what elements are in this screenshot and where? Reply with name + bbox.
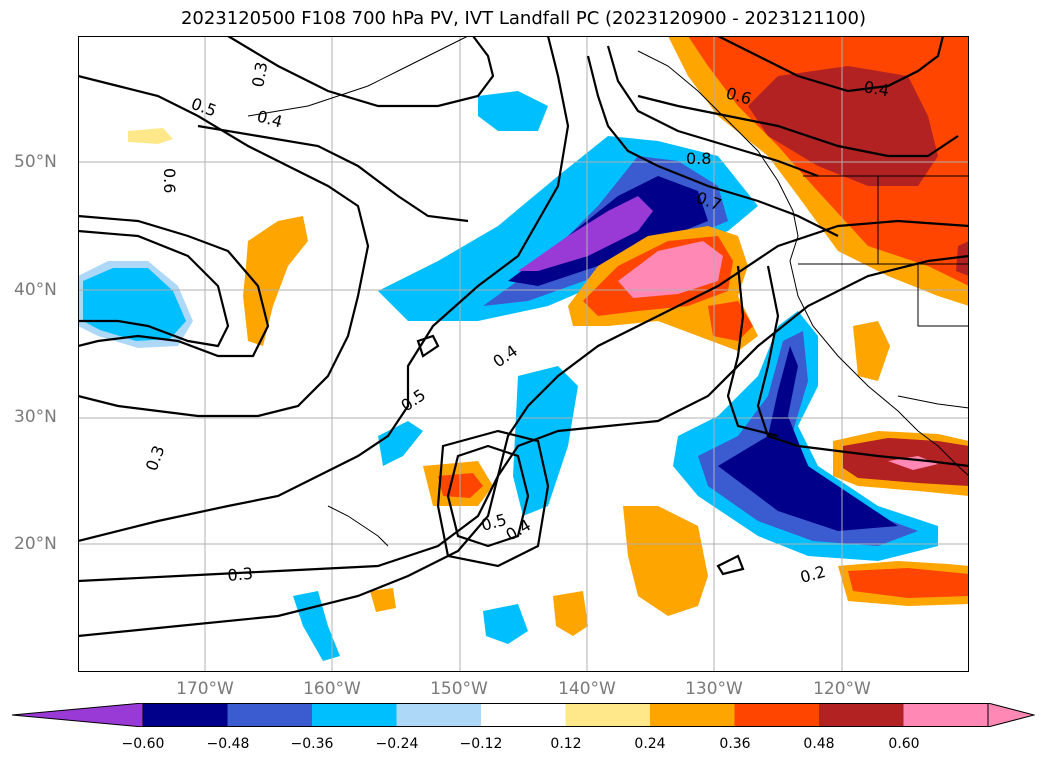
- ivt-contour: [717, 36, 945, 93]
- lat-label-40n: 40°N: [14, 280, 57, 300]
- contour-label: 0.8: [686, 149, 711, 168]
- colorbar-outline: [142, 703, 989, 727]
- pv-negative-region: [83, 268, 186, 341]
- ivt-contour: [78, 214, 270, 358]
- ivt-contour: [227, 36, 495, 108]
- ivt-contour: [716, 554, 745, 576]
- colorbar-segment: [312, 703, 397, 727]
- lon-label-150w: 150°W: [430, 679, 488, 699]
- colorbar-segment: [734, 703, 820, 727]
- pv-positive-region: [888, 456, 938, 470]
- ivt-contour: [446, 444, 530, 548]
- pv-positive-region: [853, 321, 890, 381]
- pv-negative-region: [483, 604, 528, 644]
- pv-negative-region: [718, 346, 898, 531]
- pv-positive-region: [243, 216, 308, 346]
- pv-positive-region: [128, 128, 173, 144]
- pv-positive-region: [956, 241, 969, 276]
- ivt-contour: [78, 254, 969, 638]
- ivt-contour: [78, 36, 570, 543]
- pv-positive-region: [553, 591, 588, 636]
- lon-label-130w: 130°W: [685, 679, 743, 699]
- pv-positive-region: [623, 506, 708, 616]
- colorbar-segment: [227, 703, 313, 727]
- pv-positive-region: [848, 568, 969, 598]
- pv-negative-region: [518, 196, 653, 271]
- colorbar-extend-min: [12, 703, 144, 727]
- colorbar-segment: [819, 703, 904, 727]
- colorbar-segment: [650, 703, 735, 727]
- colorbar-segment: [903, 703, 989, 727]
- lon-label-120w: 120°W: [813, 679, 871, 699]
- colorbar-tick-label: 0.36: [719, 736, 751, 752]
- ivt-contour: [78, 219, 969, 583]
- lat-label-30n: 30°N: [14, 407, 57, 427]
- contour-label: 0.3: [227, 564, 254, 585]
- coastline: [247, 36, 469, 117]
- island: [327, 505, 389, 547]
- ivt-contour: [78, 229, 230, 348]
- ivt-contour: [756, 265, 969, 468]
- colorbar-tick-label: 0.24: [634, 736, 666, 752]
- contour-label: 0.4: [862, 77, 890, 100]
- lat-label-20n: 20°N: [14, 534, 57, 554]
- lat-label-50n: 50°N: [14, 152, 57, 172]
- lon-label-140w: 140°W: [558, 679, 616, 699]
- colorbar-segment: [143, 703, 228, 727]
- colorbar-tick-label: 0.12: [550, 736, 582, 752]
- pv-positive-region: [618, 241, 723, 298]
- contour-label: 0.3: [248, 60, 271, 88]
- ivt-contour: [78, 74, 370, 418]
- lon-label-170w: 170°W: [176, 679, 234, 699]
- ivt-contour: [416, 334, 440, 358]
- colorbar: [12, 703, 1035, 727]
- state-border: [897, 395, 969, 409]
- contour-label: 0.6: [160, 168, 179, 193]
- ivt-contour: [637, 94, 959, 158]
- pv-positive-region: [370, 588, 396, 612]
- map-title: 2023120500 F108 700 hPa PV, IVT Landfall…: [180, 8, 867, 29]
- map-panel: 0.3 0.5 0.4 0.6 0.8 0.7 0.6 0.4 0.4 0.5 …: [78, 36, 969, 672]
- colorbar-tick-label: −0.48: [206, 736, 250, 752]
- ivt-contour: [606, 45, 819, 178]
- colorbar-tick-label: −0.60: [121, 736, 165, 752]
- colorbar-tick-label: 0.48: [803, 736, 835, 752]
- pv-negative-region: [478, 91, 548, 131]
- ivt-contour: [586, 55, 839, 237]
- colorbar-tick-label: −0.12: [459, 736, 503, 752]
- ivt-contour: [726, 265, 779, 438]
- ivt-contour: [197, 124, 469, 223]
- colorbar-extend-max: [987, 703, 1035, 727]
- ivt-contour: [436, 429, 550, 568]
- colorbar-tick-label: −0.24: [375, 736, 419, 752]
- colorbar-segment: [481, 703, 566, 727]
- colorbar-segment: [565, 703, 651, 727]
- lon-label-160w: 160°W: [303, 679, 361, 699]
- colorbar-tick-label: 0.60: [888, 736, 920, 752]
- colorbar-tick-label: −0.36: [290, 736, 334, 752]
- colorbar-segment: [396, 703, 482, 727]
- state-border: [917, 264, 969, 327]
